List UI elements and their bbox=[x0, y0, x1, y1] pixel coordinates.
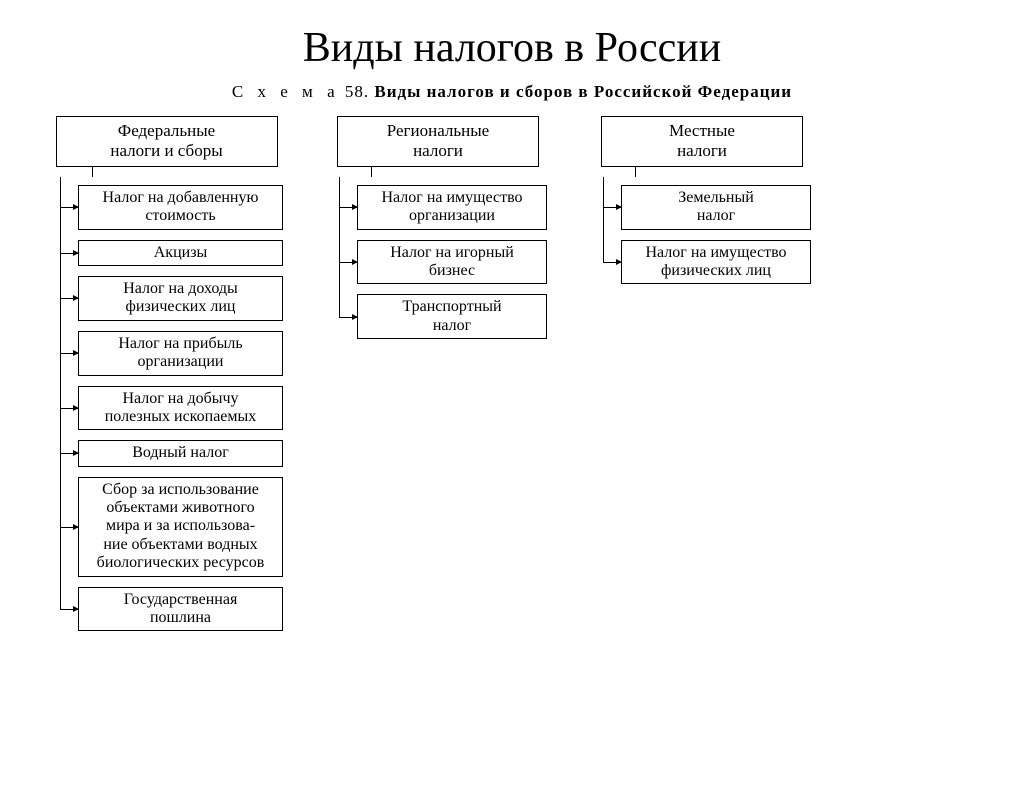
tree-item: Налог на добычуполезных ископаемых bbox=[78, 386, 283, 431]
connector-drop bbox=[371, 167, 372, 177]
tree-item-label: Налог на имуществофизических лиц bbox=[621, 240, 811, 285]
column-local: Местныеналоги Земельныйналог Налог на иму… bbox=[593, 116, 811, 631]
tree-item: Транспортныйналог bbox=[357, 294, 547, 339]
tree-item: Налог на имуществоорганизации bbox=[357, 185, 547, 230]
arrow-icon bbox=[60, 609, 78, 610]
tree-item-label: Налог на имуществоорганизации bbox=[357, 185, 547, 230]
tree-item-label: Налог на прибыльорганизации bbox=[78, 331, 283, 376]
subtitle-text: Виды налогов и сборов в Российской Федер… bbox=[374, 82, 792, 101]
column-regional: Региональныеналоги Налог на имуществоорг… bbox=[329, 116, 547, 631]
tree-item-label: Налог на добавленнуюстоимость bbox=[78, 185, 283, 230]
tree-item: Налог на имуществофизических лиц bbox=[621, 240, 811, 285]
arrow-icon bbox=[339, 207, 357, 208]
arrow-icon bbox=[603, 207, 621, 208]
children-regional: Налог на имуществоорганизации Налог на иг… bbox=[329, 177, 547, 339]
header-local: Местныеналоги bbox=[601, 116, 803, 167]
arrow-icon bbox=[60, 453, 78, 454]
subtitle-num: 58. bbox=[340, 82, 375, 101]
arrow-icon bbox=[60, 408, 78, 409]
children-local: Земельныйналог Налог на имуществофизическ… bbox=[593, 177, 811, 285]
tree-item: Государственнаяпошлина bbox=[78, 587, 283, 632]
header-regional: Региональныеналоги bbox=[337, 116, 539, 167]
diagram-subtitle: С х е м а 58. Виды налогов и сборов в Ро… bbox=[0, 82, 1024, 102]
connector-drop bbox=[92, 167, 93, 177]
subtitle-prefix: С х е м а bbox=[232, 82, 340, 101]
tree-item: Налог на прибыльорганизации bbox=[78, 331, 283, 376]
tree-item-label: Земельныйналог bbox=[621, 185, 811, 230]
header-federal: Федеральныеналоги и сборы bbox=[56, 116, 278, 167]
arrow-icon bbox=[60, 527, 78, 528]
column-federal: Федеральныеналоги и сборы Налог на добав… bbox=[50, 116, 283, 631]
tree-item-label: Транспортныйналог bbox=[357, 294, 547, 339]
connector-drop bbox=[635, 167, 636, 177]
tree-item: Акцизы bbox=[78, 240, 283, 266]
arrow-icon bbox=[603, 262, 621, 263]
tree-spine bbox=[603, 177, 604, 264]
arrow-icon bbox=[60, 298, 78, 299]
tree-item: Сбор за использованиеобъектами животного… bbox=[78, 477, 283, 577]
tree-item-label: Акцизы bbox=[78, 240, 283, 266]
arrow-icon bbox=[339, 317, 357, 318]
arrow-icon bbox=[60, 207, 78, 208]
tree-spine bbox=[339, 177, 340, 319]
children-federal: Налог на добавленнуюстоимость Акцизы Налог… bbox=[50, 177, 283, 632]
diagram-columns: Федеральныеналоги и сборы Налог на добав… bbox=[0, 116, 1024, 631]
arrow-icon bbox=[60, 353, 78, 354]
tree-item: Налог на игорныйбизнес bbox=[357, 240, 547, 285]
tree-spine bbox=[60, 177, 61, 611]
arrow-icon bbox=[60, 253, 78, 254]
arrow-icon bbox=[339, 262, 357, 263]
tree-item: Водный налог bbox=[78, 440, 283, 466]
tree-item-label: Сбор за использованиеобъектами животного… bbox=[78, 477, 283, 577]
tree-item-label: Налог на добычуполезных ископаемых bbox=[78, 386, 283, 431]
page-title: Виды налогов в России bbox=[0, 24, 1024, 72]
tree-item-label: Налог на доходыфизических лиц bbox=[78, 276, 283, 321]
tree-item-label: Государственнаяпошлина bbox=[78, 587, 283, 632]
tree-item-label: Налог на игорныйбизнес bbox=[357, 240, 547, 285]
tree-item: Земельныйналог bbox=[621, 185, 811, 230]
tree-item: Налог на добавленнуюстоимость bbox=[78, 185, 283, 230]
tree-item-label: Водный налог bbox=[78, 440, 283, 466]
tree-item: Налог на доходыфизических лиц bbox=[78, 276, 283, 321]
